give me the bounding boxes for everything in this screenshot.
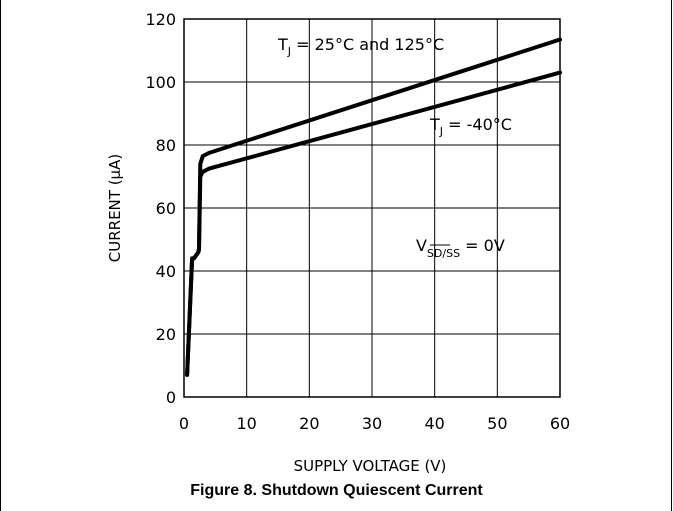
y-tick-label: 40 (156, 262, 176, 281)
x-tick-label: 40 (424, 414, 444, 433)
y-tick-label: 100 (145, 73, 176, 92)
x-axis-label: SUPPLY VOLTAGE (V) (294, 457, 447, 475)
y-tick-label: 80 (156, 136, 176, 155)
y-tick-label: 20 (156, 325, 176, 344)
x-tick-label: 10 (236, 414, 256, 433)
page-right-border (671, 0, 672, 511)
y-tick-label: 120 (145, 10, 176, 29)
x-tick-label: 0 (179, 414, 189, 433)
annotation-vsd-ss: VSD/SS = 0V (416, 236, 505, 260)
series-line-2 (185, 70, 562, 377)
annotation-tj-minus40: TJ = -40°C (429, 115, 512, 138)
annotation-tj-25-125: TJ = 25°C and 125°C (277, 35, 444, 58)
x-tick-label: 30 (362, 414, 382, 433)
x-tick-label: 50 (487, 414, 507, 433)
x-tick-label: 20 (299, 414, 319, 433)
figure-caption: Figure 8. Shutdown Quiescent Current (190, 482, 483, 499)
page-left-border (0, 0, 1, 511)
y-tick-label: 60 (156, 199, 176, 218)
plot-frame (183, 18, 561, 398)
y-tick-label: 0 (166, 388, 176, 407)
x-tick-label: 60 (550, 414, 570, 433)
y-axis-label: CURRENT (μA) (106, 154, 124, 262)
